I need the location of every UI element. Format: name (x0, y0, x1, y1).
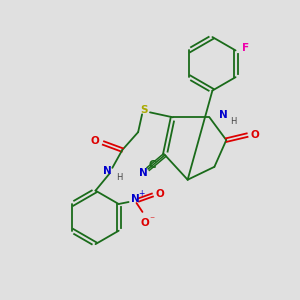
Text: N: N (219, 110, 228, 120)
Text: O: O (140, 218, 149, 228)
Text: ⁻: ⁻ (150, 215, 155, 225)
Text: O: O (156, 189, 165, 199)
Text: O: O (90, 136, 99, 146)
Text: N: N (103, 166, 112, 176)
Text: N: N (131, 194, 140, 204)
Text: H: H (230, 117, 237, 126)
Text: S: S (140, 105, 148, 116)
Text: O: O (250, 130, 260, 140)
Text: H: H (116, 173, 122, 182)
Text: +: + (138, 189, 145, 198)
Text: F: F (242, 44, 249, 53)
Text: N: N (139, 168, 148, 178)
Text: C: C (148, 160, 156, 170)
